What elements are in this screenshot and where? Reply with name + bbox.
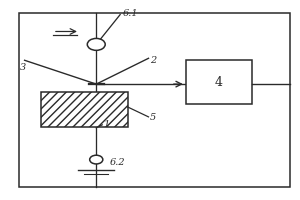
Text: 5: 5 [150, 113, 156, 122]
Circle shape [90, 155, 103, 164]
Text: 6.1: 6.1 [123, 9, 139, 18]
Circle shape [87, 38, 105, 50]
Bar [19, 13, 290, 187]
Text: 1: 1 [104, 120, 110, 129]
Bar [186, 60, 251, 104]
Text: 4: 4 [215, 76, 223, 89]
Text: 6.2: 6.2 [110, 158, 125, 167]
Text: 3: 3 [20, 63, 26, 72]
Bar [41, 92, 128, 127]
Text: 2: 2 [150, 56, 156, 65]
